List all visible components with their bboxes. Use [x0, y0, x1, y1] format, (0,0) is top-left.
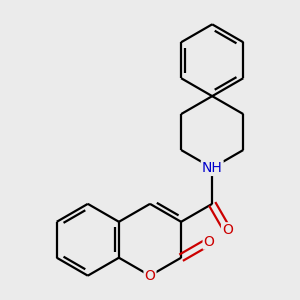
Text: O: O [204, 235, 214, 249]
Text: O: O [145, 269, 155, 283]
Text: O: O [222, 223, 233, 237]
Text: NH: NH [202, 161, 223, 175]
